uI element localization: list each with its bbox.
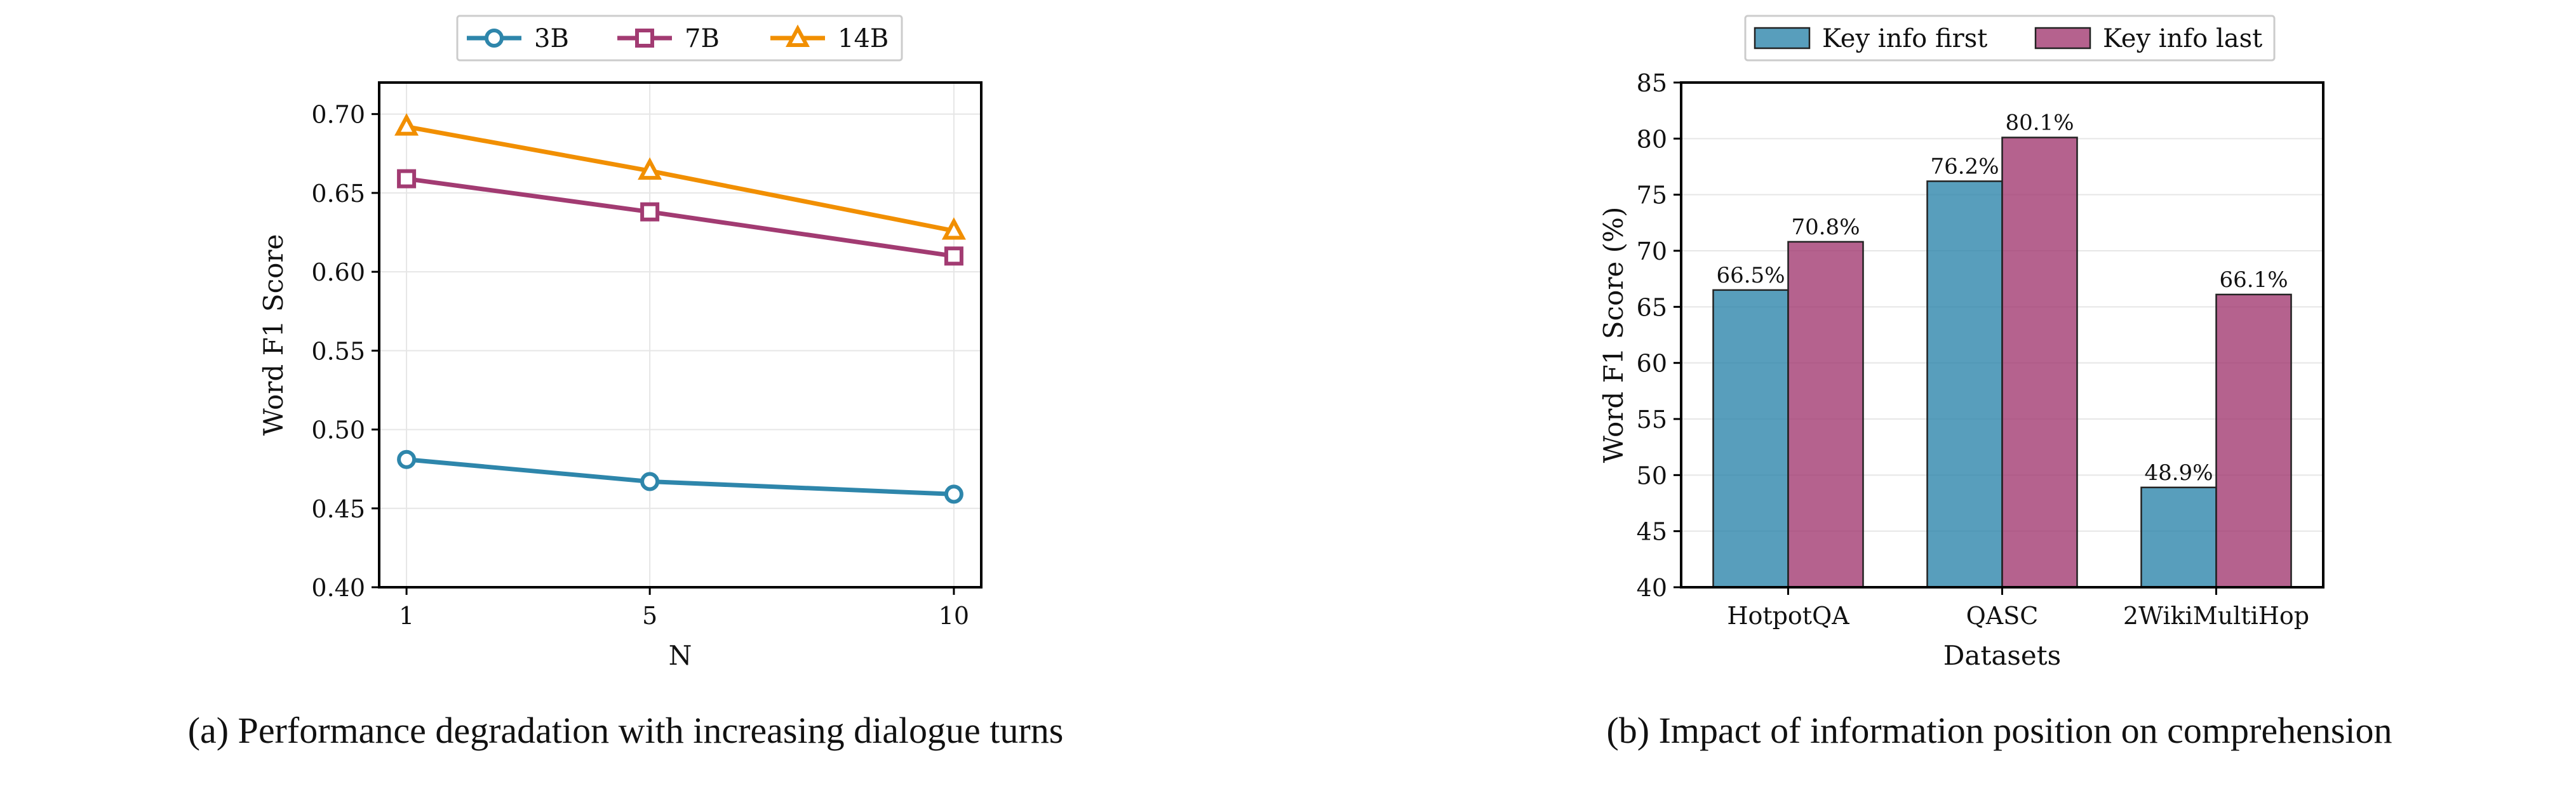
legend-box	[1744, 15, 2276, 62]
legend-box	[456, 15, 903, 62]
legend-label-14B: 14B	[838, 24, 889, 53]
x-tick-label: 5	[642, 602, 657, 630]
data-point-14B	[394, 113, 419, 136]
bar-key-info-first	[2140, 486, 2217, 589]
x-tick-label: 2WikiMultiHop	[2123, 602, 2309, 630]
legend-label-3B: 3B	[534, 24, 569, 53]
y-tick-label: 80	[1637, 125, 1667, 153]
data-point-14B	[941, 217, 966, 240]
bar-value-label: 80.1%	[2005, 110, 2074, 136]
data-point-7B	[397, 169, 417, 189]
y-tick-label: 70	[1637, 237, 1667, 265]
legend-label: Key info last	[2103, 24, 2262, 53]
legend-label: Key info first	[1822, 24, 1987, 53]
y-tick-label: 0.50	[311, 416, 365, 444]
data-point-3B	[640, 472, 660, 491]
bar-value-label: 76.2%	[1930, 154, 1999, 179]
bar-key-info-first	[1926, 180, 2003, 589]
x-tick-label: 1	[399, 602, 414, 630]
series-line-7B	[406, 176, 955, 258]
series-line-3B	[406, 457, 955, 496]
legend-swatch	[2034, 27, 2091, 50]
legend-swatch	[1754, 27, 1811, 50]
bar-value-label: 66.1%	[2219, 267, 2288, 293]
data-point-3B	[397, 449, 417, 469]
data-point-14B	[638, 157, 662, 180]
plot-frame	[378, 81, 983, 589]
x-axis-label: Datasets	[1943, 640, 2061, 671]
data-point-7B	[640, 202, 660, 222]
y-tick-label: 0.40	[311, 574, 365, 602]
bar-chart-panel: 66.5%70.8% 76.2%80.1% 48.9% 66.1% 40 45 50 55 60…	[1598, 15, 2324, 671]
y-tick-label: 0.45	[311, 495, 365, 523]
y-tick-label: 0.70	[311, 101, 365, 129]
y-axis-label: Word F1 Score	[258, 234, 289, 436]
x-tick-label: 10	[939, 602, 969, 630]
y-tick-label: 40	[1637, 574, 1667, 602]
line-chart-panel: 0.40 0.45 0.50 0.55 0.60 0.65 0.70 1 5 10 N Word F1…	[258, 15, 983, 671]
y-axis-label: Word F1 Score (%)	[1598, 207, 1629, 463]
x-tick-label: QASC	[1966, 602, 2039, 630]
bar-key-info-last	[2001, 136, 2078, 589]
bar-value-label: 70.8%	[1791, 215, 1860, 240]
data-point-7B	[944, 246, 963, 266]
y-tick-label: 55	[1637, 406, 1667, 434]
legend-marker-7B	[635, 29, 654, 48]
caption-b: (b) Impact of information position on co…	[1606, 710, 2392, 751]
y-tick-label: 65	[1637, 293, 1667, 321]
y-tick-label: 60	[1637, 350, 1667, 378]
y-tick-label: 0.65	[311, 180, 365, 208]
data-point-3B	[944, 484, 963, 504]
legend-marker-14B	[785, 24, 810, 47]
bar-value-label: 48.9%	[2144, 460, 2213, 486]
y-tick-label: 75	[1637, 182, 1667, 210]
x-tick-label: HotpotQA	[1727, 602, 1849, 630]
bar-value-label: 66.5%	[1716, 263, 1785, 288]
legend-label-7B: 7B	[685, 24, 720, 53]
y-tick-label: 50	[1637, 462, 1667, 489]
bar-key-info-last	[2215, 293, 2292, 589]
bar-key-info-first	[1712, 289, 1789, 589]
x-axis-label: N	[669, 640, 692, 671]
legend-marker-3B	[485, 29, 504, 48]
legend: 3B 7B 14B	[456, 15, 903, 62]
legend: Key info first Key info last	[1744, 15, 2276, 62]
y-tick-label: 85	[1637, 69, 1667, 97]
caption-a: (a) Performance degradation with increas…	[188, 710, 1064, 751]
y-tick-label: 45	[1637, 518, 1667, 546]
y-tick-label: 0.60	[311, 258, 365, 286]
y-tick-label: 0.55	[311, 337, 365, 365]
bar-key-info-last	[1787, 241, 1864, 589]
